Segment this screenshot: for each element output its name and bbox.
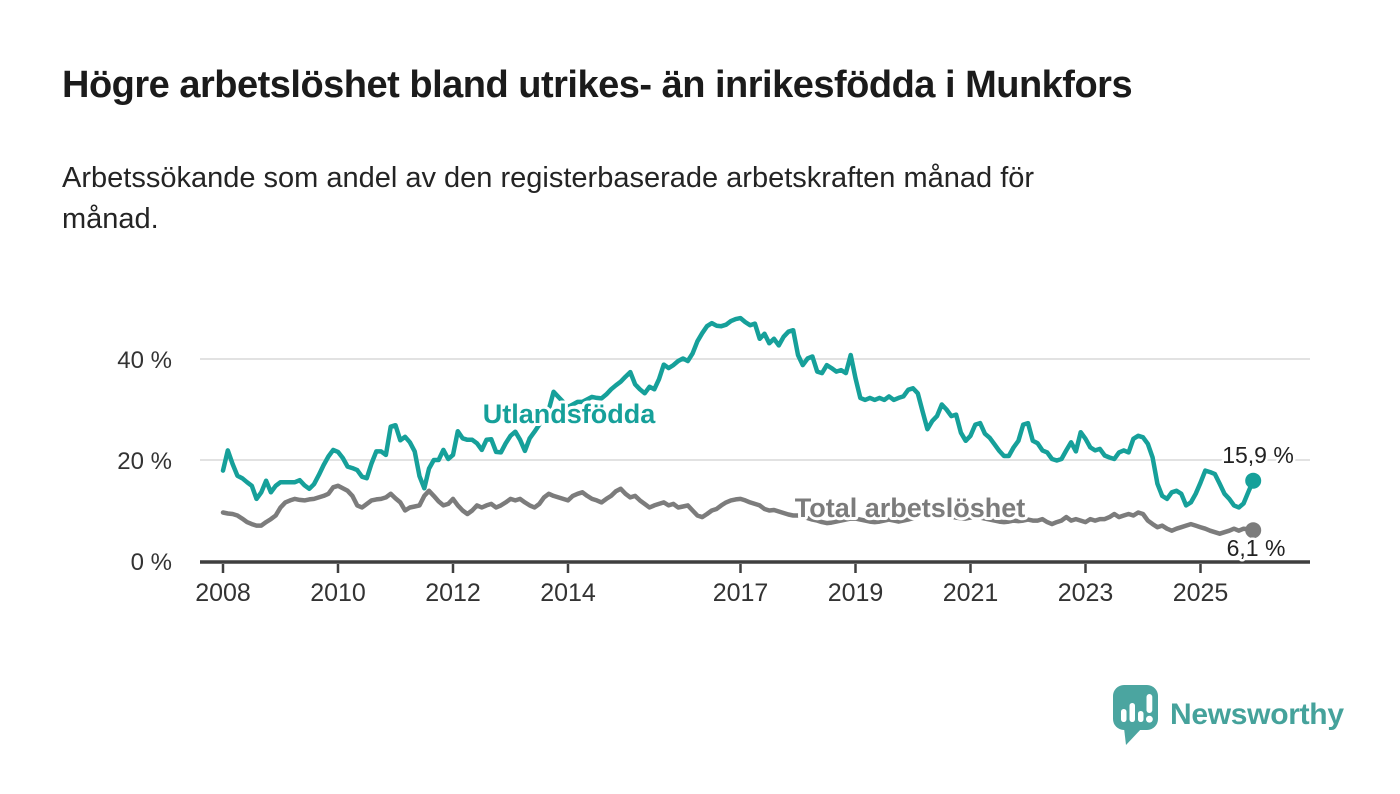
end-dots — [1245, 472, 1262, 539]
gridlines: 0 % 20 % 40 % — [117, 347, 1310, 576]
x-tick-label: 2021 — [943, 579, 999, 607]
page-subtitle: Arbetssökande som andel av den registerb… — [62, 162, 1035, 235]
end-dot-total-arbetsl-shet — [1245, 522, 1262, 539]
exclamation-icon — [1146, 694, 1153, 713]
line-total-arbetsl-shet — [220, 483, 1256, 536]
x-tick-label: 2019 — [828, 579, 884, 607]
y-tick-label: 0 % — [131, 549, 172, 576]
line-utlandsf-dda — [220, 315, 1256, 510]
x-axis: 2008 2010 2012 2014 2017 2019 2021 2023 2025 — [195, 560, 1310, 607]
end-value-label-total: 6,1 % — [1227, 535, 1286, 561]
bar-icon — [1121, 709, 1127, 722]
newsworthy-wordmark: Newsworthy — [1170, 698, 1344, 731]
bar-icon — [1129, 703, 1135, 722]
x-tick-label: 2008 — [195, 579, 251, 607]
x-tick-label: 2010 — [310, 579, 366, 607]
bar-icon — [1138, 711, 1144, 722]
x-tick-label: 2012 — [425, 579, 481, 607]
y-tick-label: 20 % — [117, 448, 172, 475]
page-title: Högre arbetslöshet bland utrikes- än inr… — [62, 64, 1133, 106]
x-tick-label: 2025 — [1173, 579, 1229, 607]
y-tick-label: 40 % — [117, 347, 172, 374]
x-tick-label: 2023 — [1058, 579, 1114, 607]
end-dot-utlandsf-dda — [1245, 472, 1262, 489]
series-label-total-arbetsloshet: Total arbetslöshet — [795, 493, 1026, 523]
end-value-label-utlandsfodda: 15,9 % — [1222, 442, 1294, 468]
x-tick-label: 2017 — [713, 579, 769, 607]
x-tick-label: 2014 — [540, 579, 596, 607]
newsworthy-logo-icon — [1113, 685, 1158, 745]
newsworthy-logo: Newsworthy — [1112, 684, 1344, 746]
data-series — [220, 315, 1256, 536]
series-label-utlandsfodda: Utlandsfödda — [483, 399, 656, 429]
